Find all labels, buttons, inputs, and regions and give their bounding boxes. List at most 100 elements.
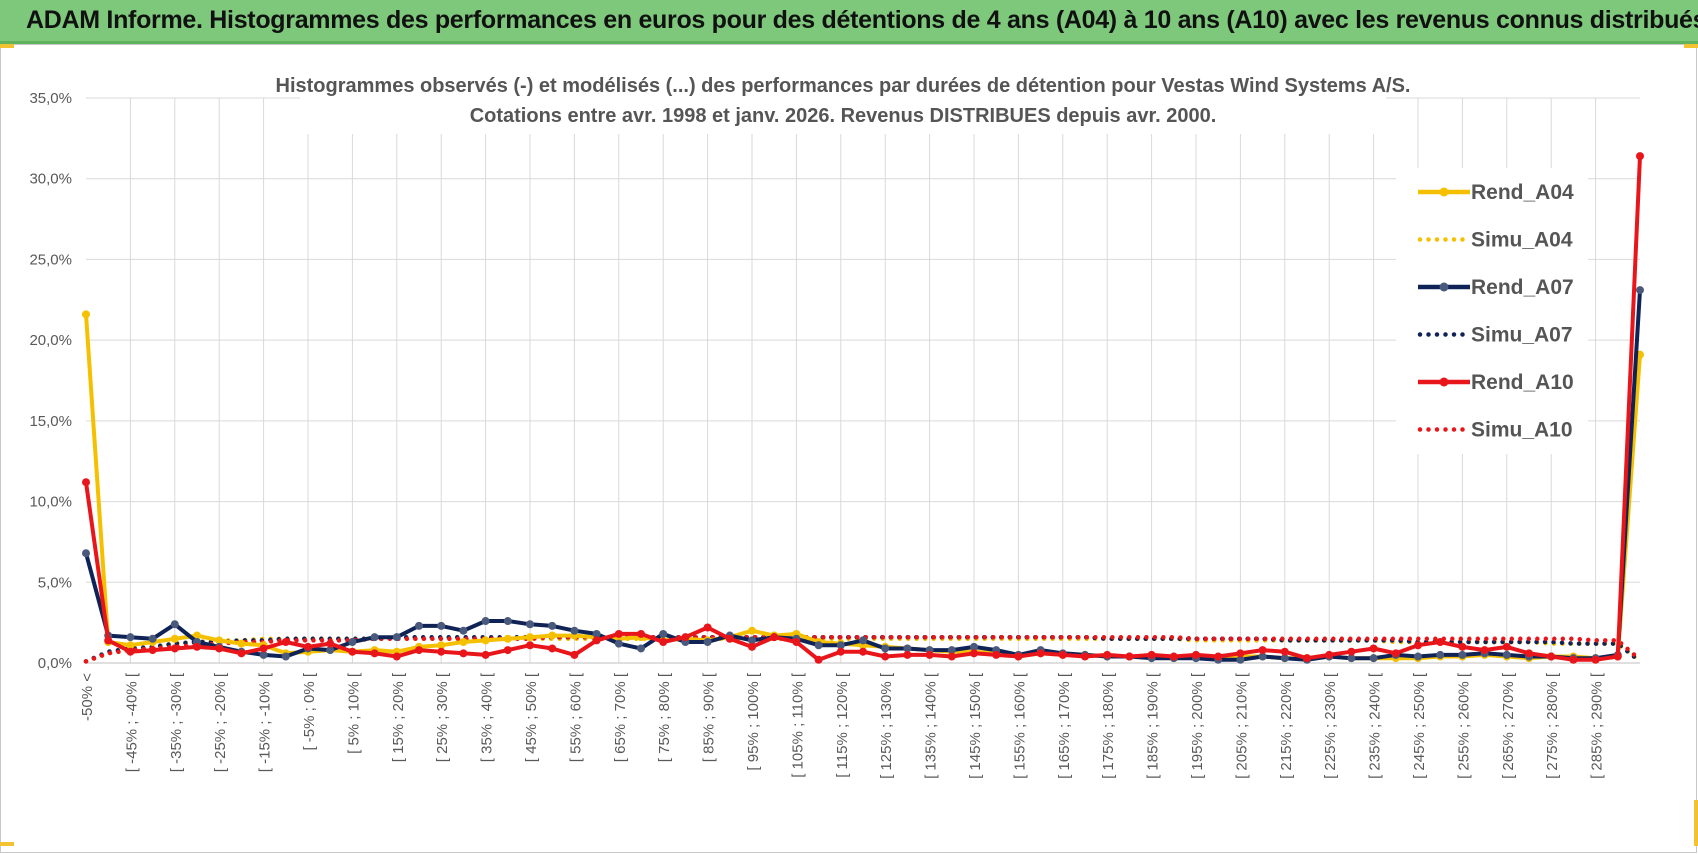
x-tick-label: [ 265% ; 270% [ bbox=[1500, 672, 1517, 779]
data-point-Rend_A10 bbox=[770, 633, 779, 642]
data-point-Rend_A07 bbox=[659, 629, 668, 638]
data-point-Rend_A07 bbox=[437, 621, 446, 630]
chart-title-background bbox=[300, 64, 1386, 134]
data-point-Rend_A10 bbox=[681, 633, 690, 642]
data-point-Rend_A10 bbox=[1125, 652, 1134, 661]
data-point-Rend_A07 bbox=[570, 626, 579, 635]
x-tick-label: [ 115% ; 120% [ bbox=[834, 672, 851, 778]
data-point-Rend_A10 bbox=[348, 647, 357, 656]
data-point-Rend_A04 bbox=[548, 631, 557, 640]
data-point-Rend_A10 bbox=[215, 644, 224, 653]
x-tick-label: [ 165% ; 170% [ bbox=[1056, 672, 1073, 779]
data-point-Rend_A07 bbox=[1347, 654, 1356, 663]
x-tick-label: [ 125% ; 130% [ bbox=[878, 672, 895, 779]
data-point-Rend_A10 bbox=[281, 638, 290, 647]
data-point-Rend_A10 bbox=[459, 649, 468, 658]
data-point-Rend_A10 bbox=[1458, 642, 1467, 651]
data-point-Rend_A10 bbox=[481, 650, 490, 659]
data-point-Rend_A07 bbox=[1502, 650, 1511, 659]
x-tick-label: [ 185% ; 190% [ bbox=[1145, 672, 1162, 779]
report-title: ADAM Informe. Histogrammes des performan… bbox=[26, 6, 1698, 34]
x-tick-label: [ 285% ; 290% [ bbox=[1589, 672, 1606, 779]
x-tick-label: [ 75% ; 80% [ bbox=[656, 672, 673, 762]
data-point-Rend_A10 bbox=[614, 629, 623, 638]
chart-series bbox=[82, 152, 1644, 664]
data-point-Rend_A10 bbox=[437, 647, 446, 656]
data-point-Rend_A07 bbox=[503, 617, 512, 626]
legend-background bbox=[1396, 168, 1588, 454]
data-point-Rend_A07 bbox=[1458, 650, 1467, 659]
data-point-Rend_A10 bbox=[925, 650, 934, 659]
data-point-Rend_A07 bbox=[326, 646, 335, 655]
data-point-Rend_A07 bbox=[415, 621, 423, 630]
x-tick-label: [ -15% ; -10% [ bbox=[257, 672, 274, 772]
data-point-Rend_A10 bbox=[792, 638, 801, 647]
x-tick-label: [ 225% ; 230% [ bbox=[1322, 672, 1339, 779]
x-tick-label: [ 25% ; 30% [ bbox=[434, 672, 451, 762]
x-tick-label: [ -35% ; -30% [ bbox=[168, 672, 185, 772]
data-point-Rend_A10 bbox=[1258, 646, 1267, 655]
data-point-Rend_A07 bbox=[348, 638, 357, 647]
data-point-Rend_A10 bbox=[725, 634, 734, 643]
data-point-Rend_A07 bbox=[1436, 650, 1445, 659]
data-point-Rend_A04 bbox=[481, 636, 490, 645]
data-point-Rend_A07 bbox=[481, 617, 490, 626]
corner-mark-bottom-left bbox=[0, 842, 14, 846]
data-point-Rend_A07 bbox=[259, 650, 268, 659]
data-point-Rend_A07 bbox=[170, 620, 179, 629]
x-tick-label: [ 205% ; 210% [ bbox=[1233, 672, 1250, 779]
data-point-Rend_A04 bbox=[437, 641, 446, 650]
data-point-Rend_A07 bbox=[970, 642, 978, 651]
data-point-Rend_A07 bbox=[1280, 654, 1289, 663]
data-point-Rend_A10 bbox=[1192, 650, 1200, 659]
x-tick-label: [ 55% ; 60% [ bbox=[567, 672, 584, 762]
chart-title-line-2: Cotations entre avr. 1998 et janv. 2026.… bbox=[470, 105, 1217, 127]
data-point-Rend_A07 bbox=[614, 639, 623, 648]
data-point-Rend_A10 bbox=[1325, 650, 1334, 659]
chart-title-block: Histogrammes observés (-) et modélisés (… bbox=[276, 64, 1411, 134]
report-banner: ADAM Informe. Histogrammes des performan… bbox=[0, 0, 1698, 44]
data-point-Rend_A10 bbox=[1436, 638, 1445, 647]
legend-label-Simu_A04: Simu_A04 bbox=[1471, 229, 1573, 252]
x-tick-label: [ -5% ; 0% [ bbox=[301, 672, 318, 750]
data-point-Rend_A04 bbox=[459, 638, 468, 647]
data-point-Rend_A07 bbox=[703, 638, 712, 647]
data-point-Rend_A07 bbox=[881, 644, 890, 653]
legend-label-Simu_A07: Simu_A07 bbox=[1471, 324, 1573, 347]
x-tick-label: [ 35% ; 40% [ bbox=[479, 672, 496, 762]
data-point-Rend_A10 bbox=[148, 646, 157, 655]
data-point-Rend_A07 bbox=[148, 634, 157, 643]
data-point-Rend_A10 bbox=[1169, 652, 1178, 661]
x-tick-label: [ 85% ; 90% [ bbox=[701, 672, 718, 762]
x-tick-label: [ 195% ; 200% [ bbox=[1189, 672, 1206, 779]
data-point-Rend_A07 bbox=[814, 641, 823, 650]
data-point-Rend_A10 bbox=[1591, 655, 1600, 664]
data-point-Rend_A10 bbox=[1414, 641, 1422, 650]
legend-label-Rend_A10: Rend_A10 bbox=[1471, 371, 1574, 394]
data-point-Rend_A04 bbox=[82, 310, 90, 319]
x-tick-label: [ 175% ; 180% [ bbox=[1100, 672, 1117, 779]
data-point-Rend_A10 bbox=[1636, 152, 1644, 161]
data-point-Rend_A07 bbox=[126, 633, 135, 642]
y-tick-label: 0,0% bbox=[38, 655, 72, 672]
data-point-Rend_A10 bbox=[859, 647, 867, 656]
data-point-Rend_A10 bbox=[947, 652, 956, 661]
data-point-Rend_A07 bbox=[370, 633, 379, 642]
data-point-Rend_A10 bbox=[592, 636, 601, 645]
data-point-Rend_A10 bbox=[570, 650, 579, 659]
data-point-Rend_A07 bbox=[82, 549, 90, 558]
data-point-Rend_A07 bbox=[947, 646, 956, 655]
data-point-Rend_A10 bbox=[126, 647, 135, 656]
data-point-Rend_A04 bbox=[170, 634, 179, 643]
data-point-Rend_A04 bbox=[193, 631, 201, 640]
data-point-Rend_A10 bbox=[1214, 652, 1223, 661]
x-tick-label: [ 95% ; 100% [ bbox=[745, 672, 762, 770]
data-point-Rend_A10 bbox=[304, 642, 312, 651]
data-point-Rend_A10 bbox=[503, 646, 512, 655]
data-point-Rend_A04 bbox=[748, 626, 756, 635]
chart-title-line-1: Histogrammes observés (-) et modélisés (… bbox=[276, 75, 1411, 97]
data-point-Rend_A10 bbox=[1058, 650, 1067, 659]
data-point-Rend_A10 bbox=[237, 649, 246, 658]
legend-marker-Rend_A10 bbox=[1439, 377, 1449, 387]
